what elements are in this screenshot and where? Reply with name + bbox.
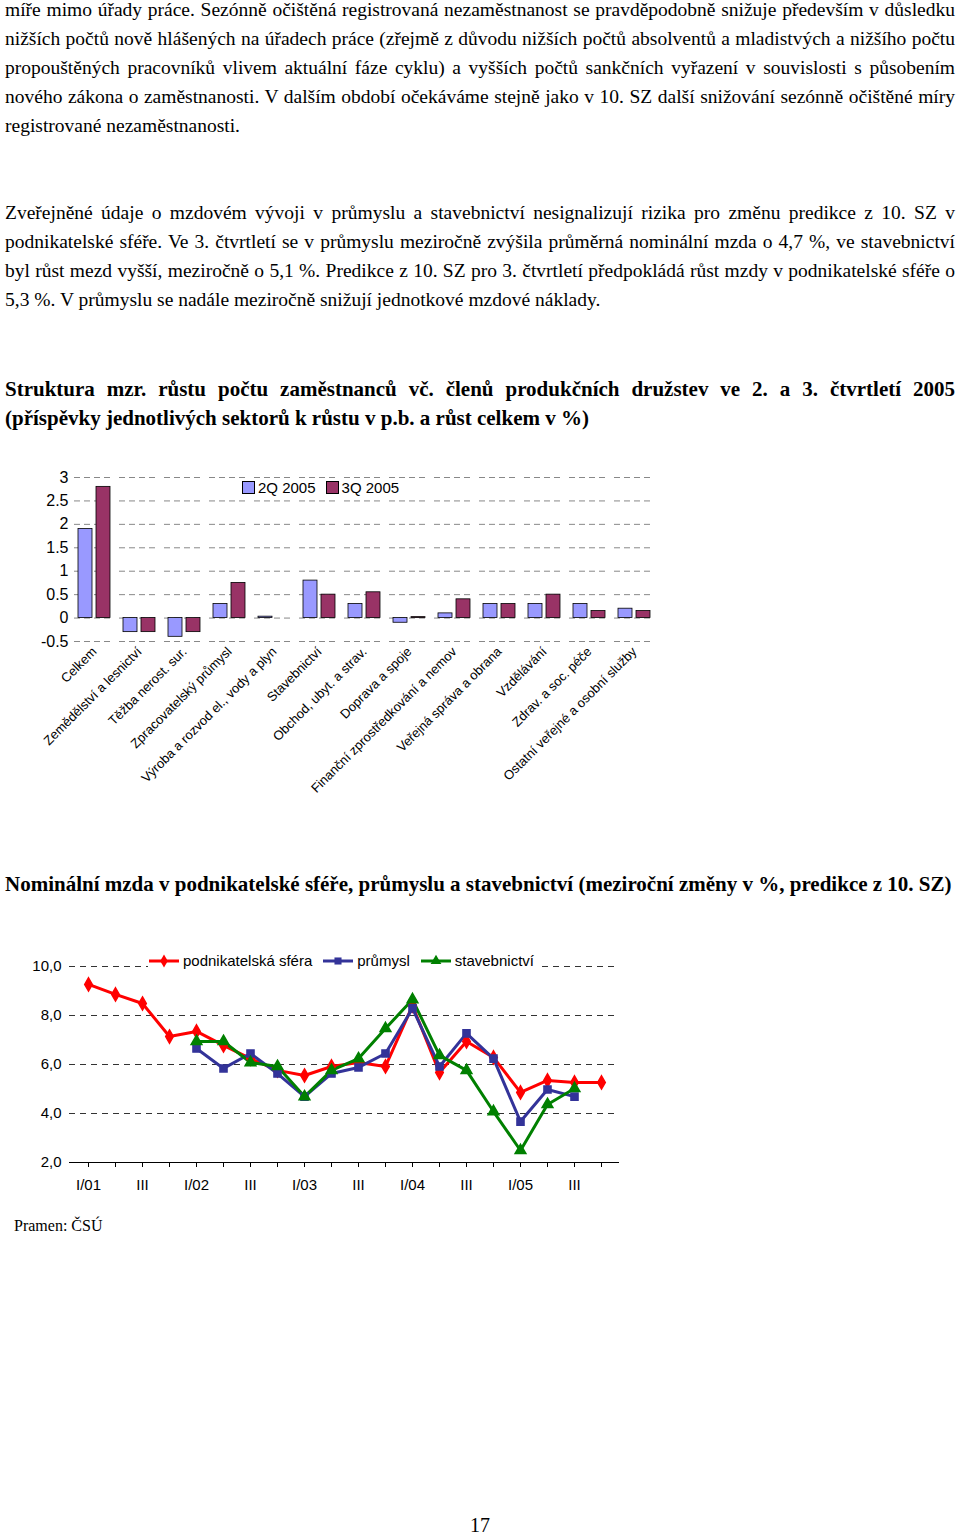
- svg-text:0.5: 0.5: [46, 586, 68, 603]
- svg-text:III: III: [460, 1176, 473, 1193]
- svg-text:Celkem: Celkem: [58, 644, 100, 686]
- svg-text:Zpracovatelský průmysl: Zpracovatelský průmysl: [127, 644, 235, 752]
- html-text:průmysl: průmysl: [357, 952, 410, 969]
- svg-text:III: III: [244, 1176, 257, 1193]
- svg-text:Vzdělávání: Vzdělávání: [493, 644, 550, 700]
- svg-text:I/03: I/03: [292, 1176, 317, 1193]
- svg-text:2.5: 2.5: [46, 492, 68, 509]
- html-text:stavebnictví: stavebnictví: [454, 952, 534, 969]
- svg-text:I/01: I/01: [76, 1176, 101, 1193]
- html-text:Struktura mzr. růstu počtu zam: Struktura mzr. růstu počtu zaměstnanců v…: [5, 377, 955, 430]
- svg-text:Výroba a rozvod el., vody a pl: Výroba a rozvod el., vody a plyn: [138, 644, 279, 785]
- html-text:3Q 2005: 3Q 2005: [341, 479, 400, 496]
- svg-text:3: 3: [60, 469, 69, 486]
- svg-text:0: 0: [60, 609, 69, 626]
- svg-text:I/04: I/04: [400, 1176, 425, 1193]
- svg-text:Veřejná správa a obrana: Veřejná správa a obrana: [394, 643, 505, 754]
- svg-text:6,0: 6,0: [41, 1055, 62, 1072]
- html-text:podnikatelská sféra: podnikatelská sféra: [183, 952, 313, 969]
- svg-text:III: III: [352, 1176, 365, 1193]
- svg-text:2: 2: [60, 515, 69, 532]
- html-text:17: 17: [470, 1514, 490, 1536]
- svg-text:Zemědělství a lesnictví: Zemědělství a lesnictví: [40, 644, 145, 749]
- svg-text:1.5: 1.5: [46, 539, 68, 556]
- html-text:Nominální mzda v podnikatelské: Nominální mzda v podnikatelské sféře, pr…: [5, 872, 952, 896]
- svg-text:-0.5: -0.5: [41, 633, 69, 650]
- svg-text:Doprava a spoje: Doprava a spoje: [337, 644, 415, 722]
- svg-text:4,0: 4,0: [41, 1104, 62, 1121]
- svg-text:1: 1: [60, 562, 69, 579]
- svg-text:III: III: [136, 1176, 149, 1193]
- svg-text:Obchod, ubyt. a strav.: Obchod, ubyt. a strav.: [269, 644, 370, 744]
- svg-text:8,0: 8,0: [41, 1006, 62, 1023]
- svg-text:III: III: [568, 1176, 581, 1193]
- svg-text:I/02: I/02: [184, 1176, 209, 1193]
- svg-text:2,0: 2,0: [41, 1153, 62, 1170]
- html-text:Zveřejněné údaje o mzdovém výv: Zveřejněné údaje o mzdovém vývoji v prům…: [5, 202, 955, 310]
- html-text:2Q 2005: 2Q 2005: [258, 479, 316, 496]
- svg-text:Ostatní veřejné a osobní služb: Ostatní veřejné a osobní služby: [500, 644, 640, 784]
- svg-text:Těžba nerost. sur.: Těžba nerost. sur.: [105, 644, 189, 728]
- html-text:Pramen: ČSÚ: Pramen: ČSÚ: [14, 1217, 103, 1234]
- svg-text:10,0: 10,0: [32, 957, 61, 974]
- svg-text:I/05: I/05: [508, 1176, 533, 1193]
- svg-text:Stavebnictví: Stavebnictví: [263, 644, 325, 705]
- svg-text:Zdrav. a soc. péče: Zdrav. a soc. péče: [509, 644, 595, 730]
- svg-text:Finanční zprostředkování a nem: Finanční zprostředkování a nemov: [307, 644, 460, 796]
- html-text:míře mimo úřady práce. Sezónně: míře mimo úřady práce. Sezónně očištěná …: [5, 0, 955, 136]
